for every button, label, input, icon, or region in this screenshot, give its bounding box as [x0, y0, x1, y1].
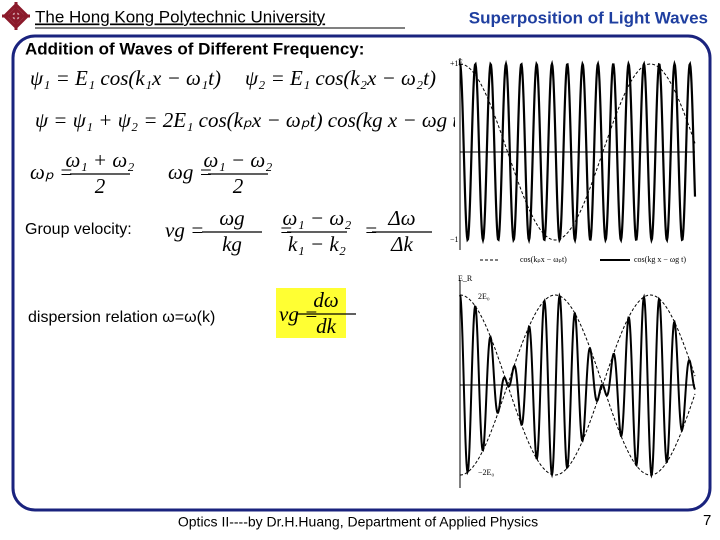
frame [11, 34, 712, 512]
axis-label: E_R [458, 274, 473, 283]
fraction-numerator: ω₁ + ω₂ [66, 148, 135, 172]
university: The Hong Kong Polytechnic University [35, 7, 326, 26]
fraction-denominator: k₁ − k₂ [288, 232, 346, 256]
tick-label: 2E₀ [478, 292, 490, 301]
fraction-numerator: ω₁ − ω₂ [204, 148, 273, 172]
footer: Optics II----by Dr.H.Huang, Department o… [178, 514, 538, 530]
tick-label: −2E₀ [478, 468, 494, 477]
fraction-denominator: 2 [233, 174, 244, 198]
beat-wave [459, 292, 696, 479]
envelope-wave [460, 63, 696, 241]
equation: ψ = ψ₁ + ψ₂ = 2E₁ cos(kₚx − ωₚt) cos(kg … [35, 108, 465, 132]
fraction-denominator: Δk [390, 232, 413, 256]
envelope-lower [460, 294, 696, 476]
carrier-wave [458, 59, 697, 245]
legend: cos(kg x − ωg t) [634, 255, 686, 264]
fraction-denominator: dk [316, 314, 337, 338]
fraction-denominator: kg [222, 232, 242, 256]
tick-label: +1 [450, 59, 459, 68]
group-velocity-label: Group velocity: [25, 221, 132, 238]
fraction-numerator: dω [313, 288, 338, 312]
heading: Addition of Waves of Different Frequency… [25, 39, 364, 58]
dispersion-label: dispersion relation ω=ω(k) [28, 309, 215, 326]
tick-label: −1 [450, 235, 459, 244]
axis-label: E [458, 58, 463, 67]
equation-lhs: vg = [165, 218, 204, 242]
fraction-numerator: ωg [219, 206, 244, 230]
envelope-upper [460, 294, 696, 476]
page-number: 7 [703, 512, 711, 529]
equation: ψ₁ = E₁ cos(k₁x − ω₁t) [30, 66, 221, 90]
fraction-denominator: 2 [95, 174, 106, 198]
equation: ψ₂ = E₁ cos(k₂x − ω₂t) [245, 66, 436, 90]
slide-title: Superposition of Light Waves [469, 8, 708, 27]
legend: cos(kₚx − ωₚt) [520, 255, 567, 264]
logo [2, 2, 30, 30]
equals: = [364, 218, 378, 242]
highlight [276, 288, 346, 338]
equals: = [279, 218, 293, 242]
fraction-numerator: ω₁ − ω₂ [283, 206, 352, 230]
fraction-numerator: Δω [387, 206, 415, 230]
equation-lhs: ωg = [168, 160, 213, 184]
equation-lhs: ωₚ = [30, 160, 73, 184]
